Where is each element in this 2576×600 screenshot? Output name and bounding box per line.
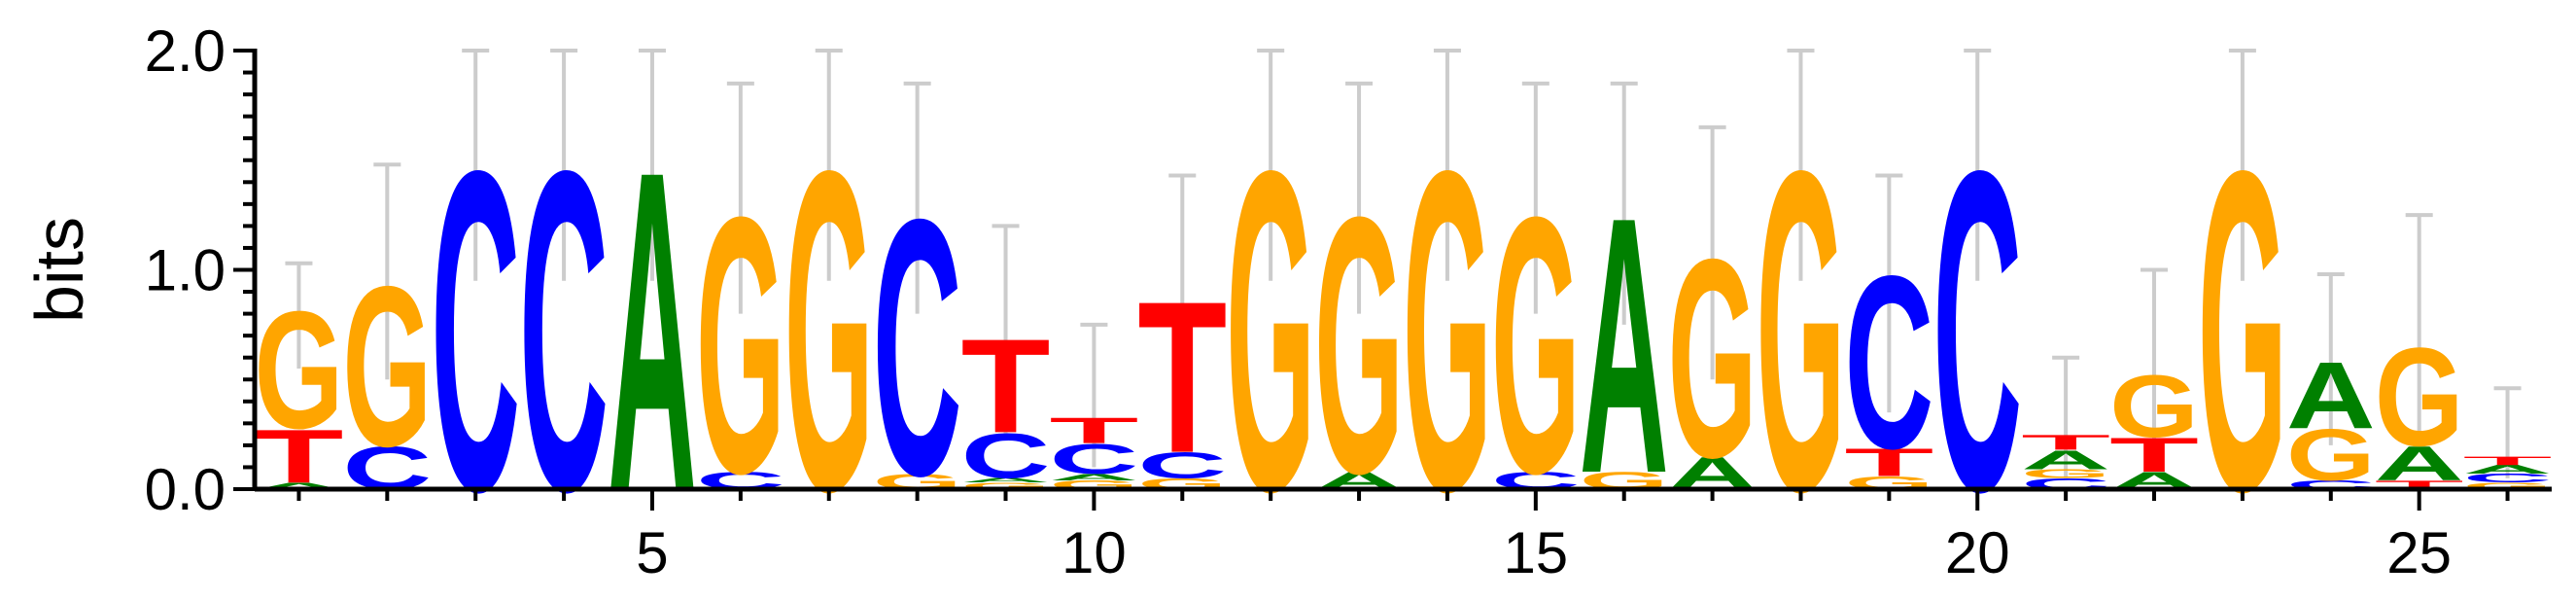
stack-position-1: ATG: [255, 277, 344, 500]
logo-letter-T: T: [2021, 431, 2110, 454]
x-tick-label: 25: [2386, 520, 2452, 585]
logo-letter-G: G: [1668, 201, 1758, 517]
logo-letter-A: A: [1049, 473, 1138, 483]
logo-letter-G: G: [2375, 319, 2464, 476]
y-tick-label: 1.0: [145, 238, 226, 303]
stack-position-15: CG: [1491, 142, 1581, 550]
stack-position-11: GCT: [1137, 257, 1227, 498]
logo-letter-G: G: [342, 240, 432, 495]
logo-letter-T: T: [961, 310, 1051, 461]
logo-letter-T: T: [1137, 257, 1227, 498]
logo-letter-G: G: [784, 76, 874, 586]
logo-letter-C: C: [431, 75, 520, 586]
logo-letter-A: A: [1580, 142, 1669, 549]
logo-letter-T: T: [1049, 410, 1138, 451]
logo-letter-C: C: [961, 421, 1051, 492]
logo-letter-G: G: [1491, 142, 1581, 550]
x-ticks: 5 10 15 20 25: [296, 489, 2510, 585]
logo-letter-G: G: [1226, 76, 1315, 586]
logo-letter-A: A: [2286, 342, 2376, 447]
x-tick-label: 15: [1503, 520, 1568, 585]
logo-letter-C: C: [2463, 472, 2553, 485]
x-tick-label: 20: [1945, 520, 2010, 585]
logo-letter-G: G: [696, 142, 785, 550]
logo-letter-G: G: [1314, 142, 1404, 550]
logo-letter-A: A: [2463, 463, 2553, 476]
logo-letter-A: A: [2375, 437, 2464, 490]
logo-letter-A: A: [961, 477, 1051, 484]
stack-position-19: GTC: [1844, 224, 1933, 500]
stack-position-3: C: [431, 75, 520, 586]
y-tick-label: 0.0: [145, 457, 226, 522]
logo-letter-C: C: [519, 75, 609, 586]
logo-letter-C: C: [1137, 445, 1227, 486]
error-bars-layer: [285, 49, 2522, 478]
logo-letter-C: C: [873, 144, 962, 551]
logo-letter-A: A: [255, 481, 344, 492]
stack-position-12: G: [1226, 76, 1315, 586]
logo-letter-A: A: [2021, 444, 2110, 476]
stack-position-24: CGA: [2286, 342, 2376, 496]
logo-letter-T: T: [2463, 454, 2553, 468]
y-tick-label: 2.0: [145, 18, 226, 84]
stack-position-7: G: [784, 76, 874, 586]
axes-layer: 0.0 1.0 2.0 5 10 15 20 25 bits: [21, 18, 2552, 585]
logo-letter-C: C: [1844, 224, 1933, 500]
x-tick-label: 5: [636, 520, 668, 585]
stack-position-14: G: [1403, 76, 1492, 586]
logo-letter-T: T: [1844, 441, 1933, 484]
logo-letter-G: G: [255, 277, 344, 464]
logo-letter-G: G: [2198, 76, 2287, 586]
y-ticks: 0.0 1.0 2.0: [145, 18, 255, 522]
logo-letter-G: G: [2109, 358, 2199, 456]
logo-letter-G: G: [2463, 480, 2553, 491]
logo-letter-G: G: [1757, 76, 1846, 586]
logo-letter-G: G: [1403, 76, 1492, 586]
y-axis-title: bits: [21, 217, 97, 323]
stack-position-25: TAG: [2375, 319, 2464, 492]
stack-position-22: ATG: [2109, 358, 2199, 495]
logo-letter-G: G: [2286, 414, 2376, 496]
logo-letter-T: T: [2109, 428, 2199, 482]
logo-letter-G: G: [2021, 467, 2110, 480]
stack-position-4: C: [519, 75, 609, 586]
logo-letter-T: T: [255, 414, 344, 499]
stack-position-2: CG: [342, 240, 432, 503]
x-tick-label: 10: [1062, 520, 1127, 585]
stack-position-17: AG: [1668, 201, 1758, 517]
stack-position-18: G: [1757, 76, 1846, 586]
stack-position-23: G: [2198, 76, 2287, 586]
logo-letter-C: C: [1049, 436, 1138, 483]
logo-letter-G: G: [961, 480, 1051, 491]
